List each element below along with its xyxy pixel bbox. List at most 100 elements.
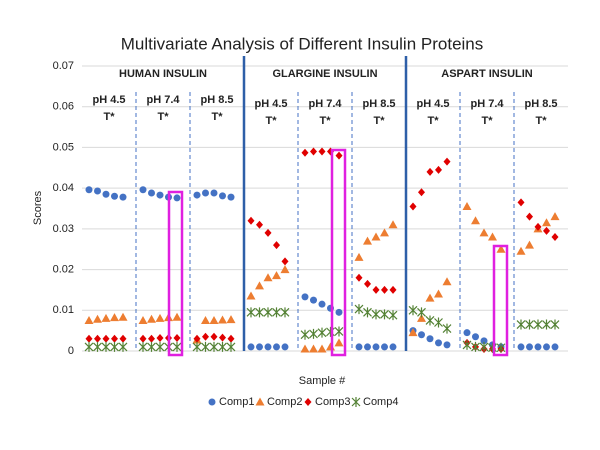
point xyxy=(550,212,560,221)
point xyxy=(380,228,389,237)
point xyxy=(94,187,101,195)
point xyxy=(155,341,165,352)
subgroup-label: pH 4.5 xyxy=(416,98,449,110)
point xyxy=(93,341,102,352)
point xyxy=(273,241,280,250)
point xyxy=(418,331,425,339)
point xyxy=(246,307,256,318)
point xyxy=(147,314,156,323)
point xyxy=(300,344,310,353)
point xyxy=(264,228,272,237)
point xyxy=(371,309,381,320)
point xyxy=(543,343,550,351)
subgroup-label: pH 7.4 xyxy=(146,94,180,106)
point xyxy=(280,307,290,318)
point xyxy=(202,189,209,197)
point xyxy=(334,338,344,347)
point xyxy=(526,343,533,351)
subgroup-temp: T* xyxy=(428,115,440,127)
point xyxy=(255,281,264,290)
subgroup-temp: T* xyxy=(482,115,494,127)
point xyxy=(201,341,210,352)
point xyxy=(272,271,281,280)
point xyxy=(101,341,111,352)
point xyxy=(389,285,397,294)
point xyxy=(479,341,489,352)
point xyxy=(517,343,525,351)
point xyxy=(525,319,534,330)
subgroup-label: pH 8.5 xyxy=(200,94,233,106)
legend-marker xyxy=(351,397,361,407)
y-tick-label: 0 xyxy=(68,345,74,357)
point xyxy=(471,341,480,352)
point xyxy=(118,341,128,352)
point xyxy=(218,315,227,324)
y-tick-label: 0.01 xyxy=(53,304,74,316)
point xyxy=(534,343,542,351)
point xyxy=(255,307,264,318)
point xyxy=(355,273,363,282)
subgroup-label: pH 4.5 xyxy=(254,98,287,110)
point xyxy=(388,310,398,321)
point xyxy=(442,277,452,286)
point xyxy=(263,307,273,318)
point xyxy=(147,341,156,352)
point xyxy=(119,193,127,201)
point xyxy=(534,222,542,231)
point xyxy=(156,191,164,199)
point xyxy=(264,343,272,351)
point xyxy=(417,307,426,318)
y-tick-label: 0.02 xyxy=(53,263,74,275)
point xyxy=(301,293,309,301)
point xyxy=(334,326,344,337)
point xyxy=(139,186,147,194)
point xyxy=(435,339,442,347)
point xyxy=(172,312,182,321)
point xyxy=(496,244,506,253)
point xyxy=(326,342,335,351)
point xyxy=(173,194,181,202)
point xyxy=(219,192,226,200)
point xyxy=(426,335,434,343)
point xyxy=(363,307,372,318)
point xyxy=(471,216,480,225)
point xyxy=(139,334,147,343)
point xyxy=(192,341,202,352)
subgroup-label: pH 4.5 xyxy=(92,94,125,106)
point xyxy=(371,232,381,241)
point xyxy=(101,313,111,322)
point xyxy=(148,334,155,343)
point xyxy=(138,315,148,324)
point xyxy=(543,226,550,235)
subgroup-label: pH 8.5 xyxy=(362,98,395,110)
point xyxy=(218,341,227,352)
point xyxy=(247,216,255,225)
point xyxy=(525,240,534,249)
point xyxy=(443,341,451,349)
point xyxy=(364,279,371,288)
y-axis-label: Scores xyxy=(32,190,44,225)
point xyxy=(246,291,256,300)
point xyxy=(408,305,418,316)
point xyxy=(172,341,182,352)
point xyxy=(202,332,209,341)
subgroup-temp: T* xyxy=(158,111,170,123)
highlight xyxy=(167,190,184,357)
y-tick-label: 0.03 xyxy=(53,223,74,235)
point xyxy=(435,165,442,174)
point xyxy=(381,285,388,294)
point xyxy=(118,312,128,321)
point xyxy=(155,313,165,322)
point xyxy=(318,147,326,156)
point xyxy=(84,315,94,324)
point xyxy=(354,304,364,315)
point xyxy=(517,198,525,207)
point xyxy=(472,333,479,341)
point xyxy=(272,307,281,318)
point xyxy=(355,343,363,351)
point xyxy=(496,342,506,353)
point xyxy=(193,334,201,343)
subgroup-label: pH 8.5 xyxy=(524,98,557,110)
subgroup-temp: T* xyxy=(104,111,116,123)
plot: 0 0.01 0.02 0.03 0.04 0.05 0.06 0.07 HUMAN INSUL… xyxy=(53,56,568,357)
